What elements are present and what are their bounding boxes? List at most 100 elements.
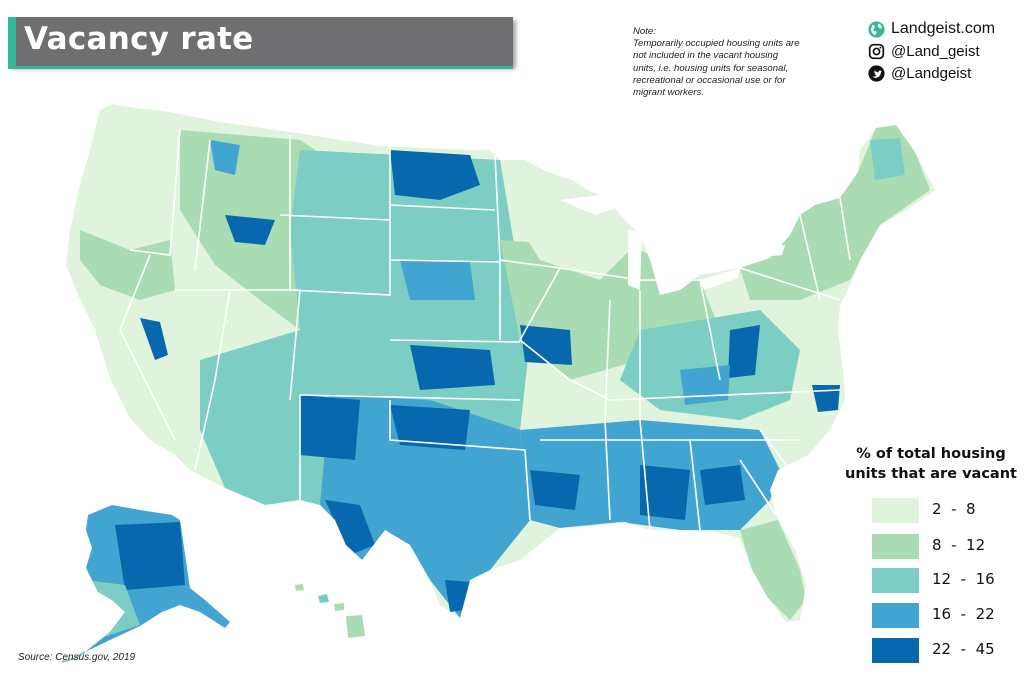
hawaii-island bbox=[346, 615, 365, 638]
region-texas bbox=[320, 395, 530, 618]
brand-instagram-row[interactable]: @Land_geist bbox=[868, 40, 995, 62]
alaska-interior-hotspot bbox=[115, 522, 185, 590]
hotspot-missouri bbox=[520, 325, 572, 365]
brand-site-row[interactable]: Landgeist.com bbox=[868, 18, 995, 40]
region-florida bbox=[740, 520, 806, 620]
state-border bbox=[799, 214, 821, 301]
conterminous-us bbox=[66, 104, 935, 622]
lake-superior bbox=[560, 195, 625, 215]
instagram-icon bbox=[868, 43, 885, 59]
state-border bbox=[119, 254, 176, 441]
state-border bbox=[604, 299, 611, 521]
legend-title-line: units that are vacant bbox=[845, 466, 1017, 482]
state-border bbox=[609, 389, 841, 401]
region-northwest bbox=[80, 230, 175, 300]
globe-icon bbox=[868, 20, 885, 38]
brand-twitter-row[interactable]: @Landgeist bbox=[868, 62, 995, 84]
title-underline bbox=[8, 66, 513, 69]
hawaii-island bbox=[318, 594, 329, 603]
legend-item: 22 - 45 bbox=[872, 638, 1022, 663]
hotspot-west-virginia bbox=[728, 325, 760, 378]
state-border bbox=[194, 139, 211, 271]
state-border bbox=[194, 289, 231, 471]
hotspot-maine bbox=[870, 138, 905, 180]
legend-title-line: % of total housing bbox=[856, 446, 1006, 462]
state-border bbox=[739, 459, 777, 516]
note-line: migrant workers. bbox=[633, 87, 704, 99]
lake-erie bbox=[700, 268, 740, 290]
note-line: Note: bbox=[633, 26, 656, 37]
hawaii-island bbox=[295, 584, 304, 591]
lake-michigan bbox=[628, 230, 642, 290]
note-line: not included in the vacant housing bbox=[633, 50, 779, 62]
hawaii-island bbox=[334, 603, 344, 611]
brand-instagram-handle[interactable]: @Land_geist bbox=[891, 42, 980, 60]
hotspot-north-dakota bbox=[390, 150, 480, 200]
brand-site-link[interactable]: Landgeist.com bbox=[891, 20, 996, 37]
state-border bbox=[759, 429, 791, 471]
hotspot-kansas bbox=[410, 345, 495, 390]
legend-swatch bbox=[872, 603, 919, 628]
hotspot-oklahoma bbox=[390, 405, 470, 450]
legend-swatch bbox=[872, 638, 919, 663]
legend-item: 16 - 22 bbox=[872, 603, 1022, 628]
state-border bbox=[839, 197, 851, 261]
state-border bbox=[299, 394, 521, 401]
legend-label: 2 - 8 bbox=[932, 500, 976, 518]
hotspot-georgia bbox=[700, 465, 745, 505]
alaska bbox=[61, 505, 230, 663]
state-border bbox=[389, 259, 501, 340]
hotspot-kentucky bbox=[680, 365, 730, 405]
hotspot-nebraska bbox=[400, 260, 475, 300]
source-credit: Source: Census.gov, 2019 bbox=[18, 652, 136, 663]
lake-huron bbox=[660, 225, 690, 265]
state-border bbox=[699, 279, 721, 381]
note-line: recreational or occasional use or for bbox=[633, 74, 786, 86]
state-border bbox=[129, 129, 181, 256]
state-border bbox=[389, 400, 531, 521]
hotspot-nevada bbox=[140, 318, 168, 360]
great-lakes bbox=[560, 195, 785, 290]
vacancy-patches bbox=[80, 125, 930, 620]
state-borders bbox=[119, 129, 851, 531]
alaska-aleutians bbox=[61, 651, 86, 663]
region-upper-midwest-light bbox=[515, 165, 640, 280]
brand-block: Landgeist.com @Land_geist @Landgeist bbox=[868, 18, 995, 84]
legend-item: 2 - 8 bbox=[872, 498, 1022, 523]
legend-title: % of total housing units that are vacant bbox=[842, 444, 1020, 484]
hawaii bbox=[295, 584, 365, 638]
note-line: Temporarily occupied housing units are bbox=[633, 38, 800, 50]
hotspot-west-texas bbox=[325, 500, 375, 555]
hotspot-idaho bbox=[225, 215, 275, 245]
twitter-icon bbox=[868, 64, 885, 82]
hotspot-arkansas bbox=[530, 470, 580, 510]
map-title: Vacancy rate bbox=[24, 21, 254, 57]
state-border bbox=[389, 339, 521, 343]
title-banner: Vacancy rate bbox=[8, 17, 513, 69]
legend-label: 22 - 45 bbox=[932, 640, 995, 658]
hotspot-new-mexico bbox=[300, 395, 360, 460]
legend-swatch bbox=[872, 534, 919, 559]
state-border bbox=[494, 154, 611, 401]
hotspot-carolina-coast bbox=[812, 385, 840, 412]
legend-item: 8 - 12 bbox=[872, 534, 1022, 559]
hotspot-montana-north bbox=[210, 140, 240, 175]
state-border bbox=[389, 204, 496, 211]
state-border bbox=[639, 290, 651, 531]
note-line: units, i.e. housing units for seasonal, bbox=[633, 62, 789, 74]
lake-ontario bbox=[750, 245, 785, 258]
legend-label: 16 - 22 bbox=[932, 605, 995, 623]
hotspot-alabama bbox=[640, 465, 690, 520]
legend-swatch bbox=[872, 568, 919, 593]
note-text: Note: Temporarily occupied housing units… bbox=[633, 26, 823, 99]
state-border bbox=[739, 267, 841, 301]
legend-label: 12 - 16 bbox=[932, 570, 995, 588]
brand-twitter-handle[interactable]: @Landgeist bbox=[891, 64, 972, 82]
title-accent-stripe bbox=[8, 17, 16, 66]
legend-swatch bbox=[872, 498, 919, 523]
state-border bbox=[689, 439, 701, 531]
legend-item: 12 - 16 bbox=[872, 568, 1022, 593]
legend-label: 8 - 12 bbox=[932, 536, 986, 554]
state-border bbox=[279, 214, 391, 221]
